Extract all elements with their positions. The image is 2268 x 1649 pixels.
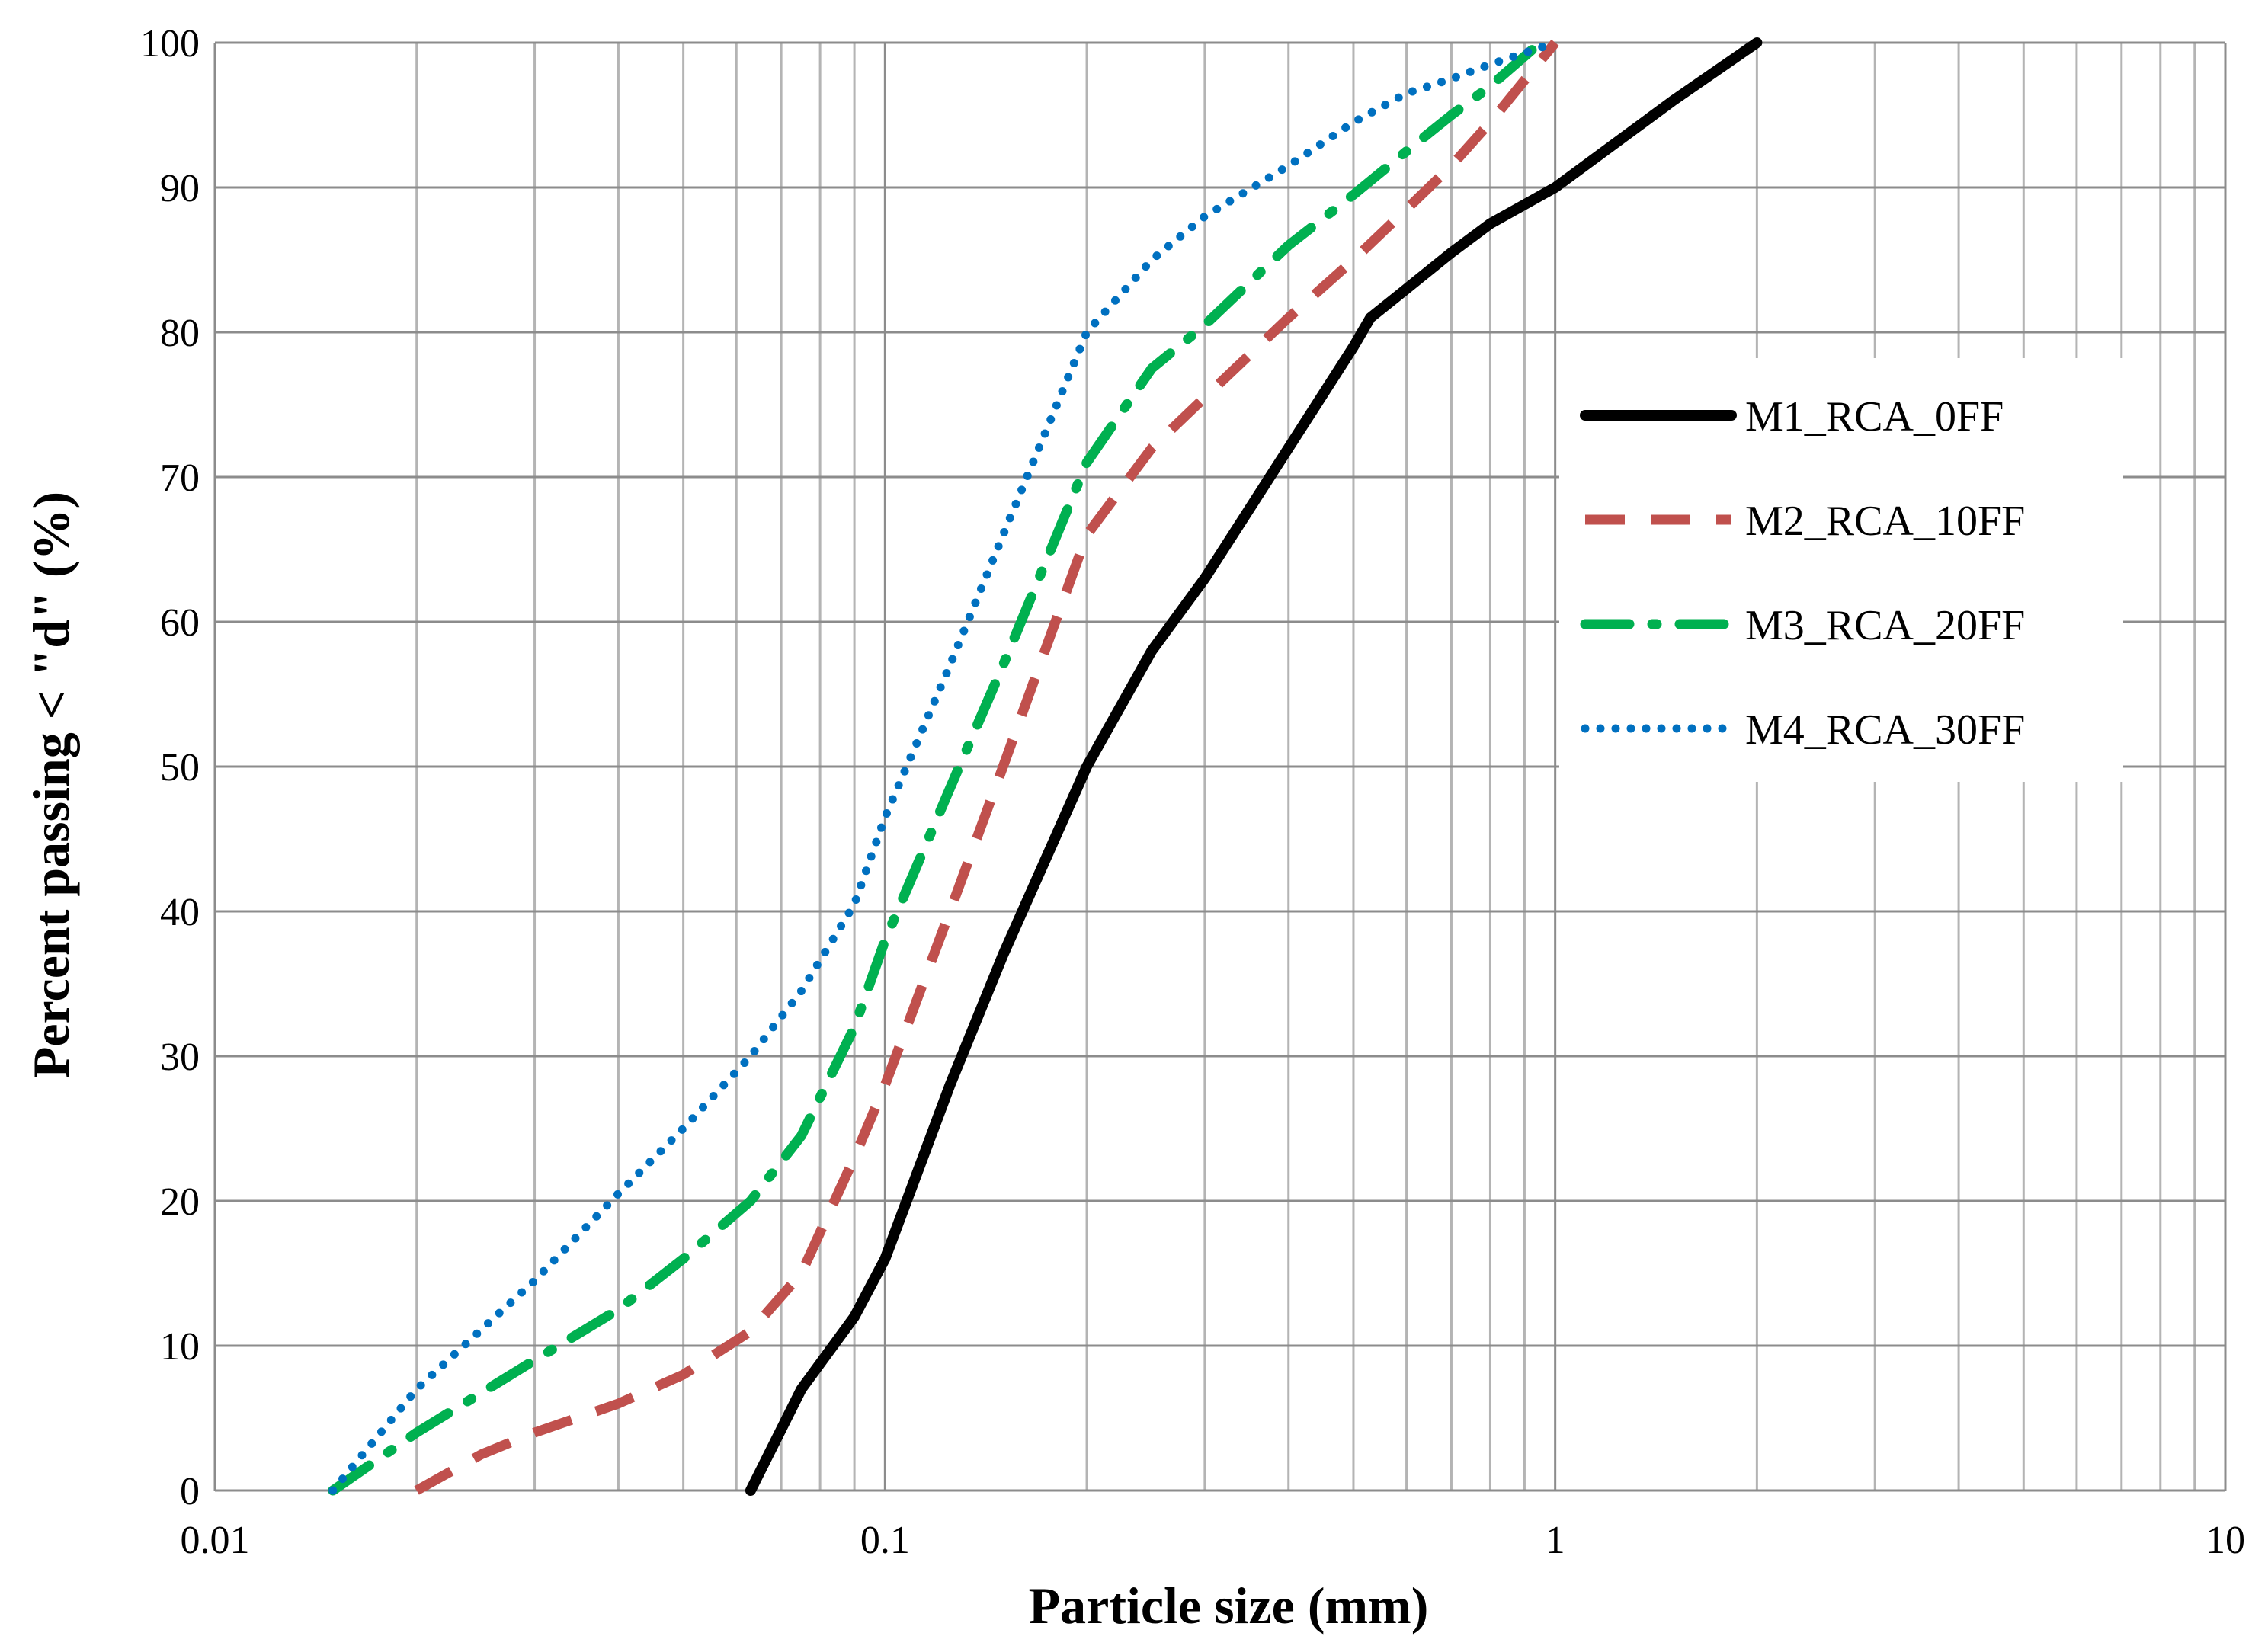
legend-label-2: M2_RCA_10FF	[1745, 498, 2025, 545]
y-tick-label: 90	[160, 167, 200, 210]
series-line-4	[328, 38, 1560, 1495]
tick-labels: 0 10 20 30 40 50 60 70 80 90 100 0.01 0.1 1 10	[140, 22, 2245, 1562]
y-tick-label: 50	[160, 746, 200, 789]
x-tick-label: 0.01	[181, 1519, 250, 1562]
y-tick-label: 30	[160, 1036, 200, 1079]
x-axis-title: Particle size (mm)	[1029, 1577, 1429, 1635]
y-axis-title: Percent passing < "d" (%)	[22, 491, 80, 1078]
y-tick-label: 20	[160, 1180, 200, 1224]
x-tick-label: 0.1	[860, 1519, 910, 1562]
x-tick-label: 1	[1546, 1519, 1565, 1562]
series-line-2	[414, 39, 1559, 1495]
legend-box	[1559, 358, 2123, 782]
series-line-3	[328, 37, 1546, 1496]
y-tick-label: 80	[160, 312, 200, 355]
y-tick-label: 100	[140, 22, 200, 66]
y-tick-label: 40	[160, 891, 200, 934]
legend: M1_RCA_0FF M2_RCA_10FF M3_RCA_20FF M4_RCA_3…	[1559, 358, 2123, 782]
y-tick-label: 0	[180, 1470, 200, 1513]
y-tick-label: 10	[160, 1325, 200, 1369]
y-tick-label: 60	[160, 601, 200, 645]
x-tick-label: 10	[2206, 1519, 2245, 1562]
series-lines	[328, 37, 1763, 1496]
y-tick-label: 70	[160, 456, 200, 500]
legend-label-1: M1_RCA_0FF	[1745, 393, 2004, 440]
series-line-1	[745, 37, 1763, 1496]
legend-label-4: M4_RCA_30FF	[1745, 706, 2025, 754]
legend-label-3: M3_RCA_20FF	[1745, 602, 2025, 649]
